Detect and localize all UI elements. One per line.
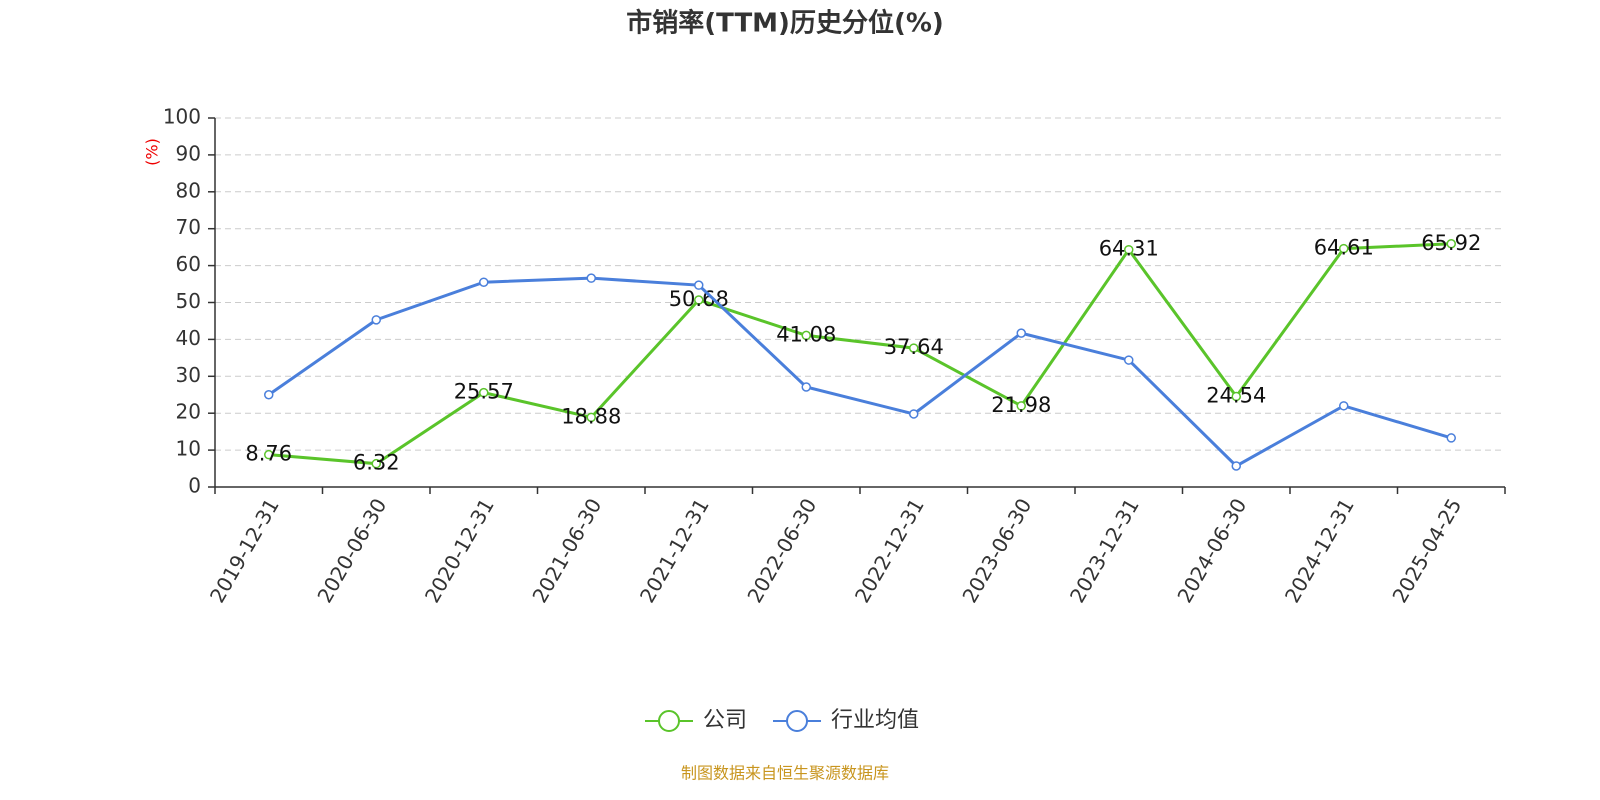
y-axis-label: (%) (143, 138, 162, 166)
data-label: 18.88 (561, 404, 621, 428)
y-tick-label: 50 (176, 289, 201, 313)
data-point (479, 277, 489, 287)
series-line (267, 276, 1452, 468)
data-point (371, 458, 381, 469)
data-point (264, 390, 274, 400)
data-point (1016, 328, 1026, 338)
data-label: 6.32 (353, 451, 400, 475)
legend-marker (786, 710, 809, 732)
data-point (1231, 391, 1241, 402)
data-point (909, 343, 919, 353)
x-tick-label: 2022-06-30 (742, 494, 821, 607)
y-tick-label: 40 (176, 326, 201, 350)
x-tick-label: 2019-12-31 (205, 494, 284, 607)
data-point (1016, 401, 1026, 411)
data-label: 65.92 (1421, 231, 1481, 255)
x-tick-label: 2024-06-30 (1172, 494, 1251, 607)
x-tick-label: 2020-12-31 (420, 494, 499, 607)
data-point (1339, 401, 1349, 411)
y-tick-label: 60 (176, 252, 201, 276)
chart-title: 市销率(TTM)历史分位(%) (626, 8, 944, 39)
data-point (694, 295, 704, 305)
x-tick-label: 2021-12-31 (635, 494, 714, 607)
y-tick-label: 0 (188, 474, 201, 498)
data-point (1231, 461, 1241, 471)
data-point (371, 315, 381, 325)
y-tick-label: 10 (176, 437, 201, 461)
data-point (801, 330, 811, 341)
data-label: 37.64 (884, 335, 944, 359)
data-point (586, 412, 596, 423)
data-point (1124, 244, 1134, 255)
data-label: 64.31 (1099, 237, 1159, 261)
data-point (909, 409, 919, 419)
data-point (694, 280, 704, 290)
data-point (1124, 355, 1134, 365)
x-tick-label: 2025-04-25 (1387, 494, 1466, 607)
data-label: 21.98 (991, 393, 1051, 417)
source-note: 制图数据来自恒生聚源数据库 (681, 764, 889, 783)
y-tick-label: 90 (176, 141, 201, 165)
x-tick-label: 2024-12-31 (1280, 494, 1359, 607)
x-tick-label: 2021-06-30 (527, 494, 606, 607)
data-label: 24.54 (1206, 383, 1266, 407)
data-label: 41.08 (776, 322, 836, 346)
x-tick-label: 2022-12-31 (850, 494, 929, 607)
x-tick-label: 2023-12-31 (1065, 494, 1144, 607)
data-point (1446, 239, 1456, 249)
y-tick-label: 70 (176, 215, 201, 239)
data-point (586, 273, 596, 283)
data-point (479, 387, 489, 398)
data-point (1339, 243, 1349, 254)
y-tick-label: 80 (176, 178, 201, 202)
data-label: 64.61 (1314, 236, 1374, 260)
y-tick-label: 30 (176, 363, 201, 387)
x-tick-label: 2023-06-30 (957, 494, 1036, 607)
series-line (268, 242, 1452, 466)
legend-label: 行业均值 (831, 708, 919, 733)
x-tick-label: 2020-06-30 (312, 494, 391, 607)
data-point (264, 449, 274, 460)
data-point (1446, 433, 1456, 443)
data-label: 50.68 (669, 287, 729, 311)
data-point (801, 382, 811, 392)
data-label: 8.76 (245, 442, 292, 466)
legend-marker (658, 710, 680, 732)
data-label: 25.57 (454, 380, 514, 404)
legend-label: 公司 (703, 708, 747, 733)
y-tick-label: 20 (176, 400, 201, 424)
y-tick-label: 100 (163, 105, 201, 129)
